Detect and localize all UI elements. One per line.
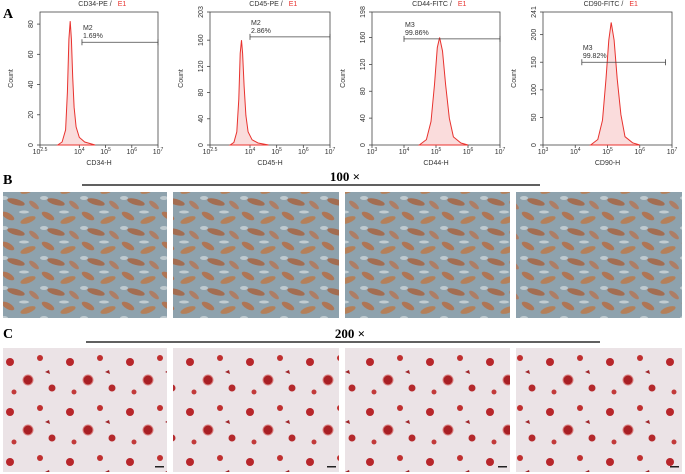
- y-tick-label: 0: [531, 143, 538, 147]
- y-tick-label: 40: [360, 114, 367, 122]
- x-tick-label: 107: [667, 147, 678, 156]
- x-tick-label: 107: [325, 147, 336, 156]
- micrograph: [516, 348, 682, 472]
- gate-percent: 2.86%: [251, 28, 271, 35]
- x-tick-label: 105: [271, 147, 282, 156]
- x-tick-label: 106: [463, 147, 474, 156]
- micrograph: [173, 348, 339, 472]
- sample-name: E1: [118, 1, 127, 8]
- y-tick-label: 241: [531, 6, 538, 18]
- magnification: 200 ×: [335, 326, 365, 341]
- y-axis-label: Count: [340, 69, 347, 88]
- y-tick-label: 50: [531, 113, 538, 121]
- x-tick-label: 103: [367, 147, 378, 156]
- micrograph: [345, 348, 510, 472]
- x-tick-label: 105: [100, 147, 111, 156]
- micrographs-c: [3, 348, 682, 472]
- sample-name: E1: [629, 1, 638, 8]
- panel-label: A: [3, 7, 14, 22]
- x-tick-label: 103: [538, 147, 549, 156]
- y-tick-label: 198: [360, 6, 367, 18]
- scale-bar: [327, 466, 336, 468]
- x-axis-label: CD90-H: [595, 160, 620, 167]
- chart-title: CD44-FITC /: [412, 1, 452, 8]
- plot-frame: [209, 11, 331, 146]
- micrograph: [345, 192, 510, 318]
- sample-name: E1: [458, 1, 467, 8]
- micrograph: [516, 192, 682, 318]
- x-tick-label: 102.5: [33, 147, 48, 156]
- micrographs-b: [3, 192, 682, 318]
- y-tick-label: 160: [198, 34, 205, 46]
- micrograph: [3, 348, 167, 472]
- y-tick-label: 120: [198, 60, 205, 72]
- x-tick-label: 107: [153, 147, 164, 156]
- y-tick-label: 160: [360, 32, 367, 44]
- y-tick-label: 80: [360, 87, 367, 95]
- gate-name: M2: [251, 20, 261, 27]
- magnification: 100 ×: [330, 169, 360, 184]
- x-tick-label: 106: [126, 147, 137, 156]
- y-tick-label: 150: [531, 56, 538, 68]
- chart-title: CD34-PE /: [78, 1, 112, 8]
- gate-percent: 99.86%: [405, 30, 429, 37]
- y-tick-label: 100: [531, 84, 538, 96]
- y-axis-label: Count: [178, 69, 185, 88]
- scale-bar: [670, 466, 679, 468]
- x-tick-label: 107: [495, 147, 506, 156]
- panel-label: B: [3, 173, 12, 188]
- plot-frame: [39, 11, 159, 146]
- scale-bar: [155, 466, 164, 468]
- chart-title: CD90-FITC /: [584, 1, 624, 8]
- x-tick-label: 104: [245, 147, 256, 156]
- x-tick-label: 104: [399, 147, 410, 156]
- chart-title: CD45-PE /: [249, 1, 283, 8]
- y-tick-label: 80: [28, 20, 35, 28]
- histogram: [56, 21, 96, 146]
- micrograph: [173, 192, 339, 318]
- y-tick-label: 40: [28, 81, 35, 89]
- x-axis-label: CD44-H: [423, 160, 448, 167]
- histogram: [589, 22, 640, 146]
- gate-percent: 1.69%: [83, 33, 103, 40]
- gate-name: M2: [83, 25, 93, 32]
- x-tick-label: 105: [602, 147, 613, 156]
- histogram-chart: CD90-FITC / E1 CD90-H Count 103 104 105 106 107 0…: [511, 1, 678, 167]
- y-tick-label: 0: [28, 143, 35, 147]
- gate-percent: 99.82%: [583, 53, 607, 60]
- y-tick-label: 0: [198, 143, 205, 147]
- micrograph: [3, 192, 167, 318]
- y-tick-label: 0: [360, 143, 367, 147]
- x-tick-label: 104: [570, 147, 581, 156]
- sample-name: E1: [289, 1, 298, 8]
- histogram: [228, 40, 269, 146]
- y-tick-label: 80: [198, 89, 205, 97]
- histogram: [417, 37, 469, 146]
- gate-name: M3: [405, 22, 415, 29]
- x-tick-label: 102.5: [203, 147, 218, 156]
- y-tick-label: 203: [198, 6, 205, 18]
- scale-bar: [498, 466, 507, 468]
- y-tick-label: 60: [28, 50, 35, 58]
- x-axis-label: CD45-H: [257, 160, 282, 167]
- y-tick-label: 200: [531, 29, 538, 41]
- panel-label: C: [3, 327, 13, 342]
- y-tick-label: 120: [360, 58, 367, 70]
- histogram-chart: CD45-PE / E1 CD45-H Count 102.5 104 105 106 107 0…: [178, 1, 336, 167]
- histogram-chart: CD34-PE / E1 CD34-H Count 102.5 104 105 106 107 0…: [8, 1, 164, 167]
- y-axis-label: Count: [511, 69, 518, 88]
- x-tick-label: 106: [298, 147, 309, 156]
- x-tick-label: 106: [634, 147, 645, 156]
- x-tick-label: 104: [74, 147, 85, 156]
- histogram-chart: CD44-FITC / E1 CD44-H Count 103 104 105 106 107 0…: [340, 1, 506, 167]
- gate-name: M3: [583, 45, 593, 52]
- y-tick-label: 40: [198, 115, 205, 123]
- y-axis-label: Count: [8, 69, 15, 88]
- x-axis-label: CD34-H: [86, 160, 111, 167]
- x-tick-label: 105: [431, 147, 442, 156]
- y-tick-label: 20: [28, 111, 35, 119]
